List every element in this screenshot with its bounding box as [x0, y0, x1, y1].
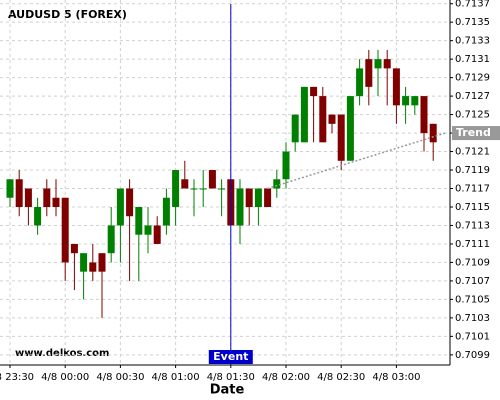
- candle-body: [383, 59, 391, 69]
- candle-body: [6, 179, 14, 198]
- y-tick-label: 0.7129: [455, 73, 490, 84]
- x-tick-label: 4/8 00:30: [96, 372, 144, 383]
- y-tick-label: 0.7135: [455, 17, 490, 28]
- x-tick-label: 4/8 02:00: [262, 372, 310, 383]
- candle-body: [190, 188, 198, 190]
- candle-body: [429, 123, 437, 143]
- candle-body: [300, 86, 308, 143]
- y-tick-label: 0.7111: [455, 239, 490, 250]
- candle-body: [356, 68, 364, 97]
- y-tick-label: 0.7103: [455, 313, 490, 324]
- candle-body: [80, 253, 88, 272]
- x-tick-label: 4/8 00:00: [41, 372, 89, 383]
- candle-body: [70, 243, 78, 254]
- candle-body: [199, 188, 207, 190]
- event-label: Event: [213, 350, 248, 363]
- y-tick-label: 0.7115: [455, 202, 490, 213]
- candle-body: [365, 59, 373, 87]
- y-tick-label: 0.7121: [455, 147, 490, 158]
- candle-body: [392, 68, 400, 106]
- y-tick-label: 0.7131: [455, 54, 490, 65]
- candle-body: [310, 86, 318, 97]
- candle-body: [245, 188, 253, 207]
- candle-body: [98, 253, 106, 272]
- watermark: www.delkos.com: [15, 348, 109, 359]
- y-tick-label: 0.7125: [455, 110, 490, 121]
- trend-label-box: [452, 126, 500, 141]
- candle-body: [254, 188, 262, 207]
- x-tick-label: 4/8 02:30: [317, 372, 365, 383]
- y-tick-label: 0.7119: [455, 165, 490, 176]
- candle-body: [264, 188, 272, 207]
- candle-body: [282, 151, 290, 180]
- candle-body: [162, 197, 170, 226]
- candle-body: [374, 59, 382, 69]
- trend-line: [267, 132, 446, 190]
- x-axis-title: Date: [210, 383, 245, 398]
- candle-body: [172, 170, 180, 207]
- candle-body: [346, 96, 354, 161]
- candle-body: [236, 188, 244, 226]
- candle-body: [208, 170, 216, 189]
- candle-body: [420, 96, 428, 134]
- candle-body: [61, 197, 69, 263]
- y-tick-label: 0.7117: [455, 184, 490, 195]
- candle-body: [15, 179, 23, 207]
- x-tick-label: 4/8 01:00: [152, 372, 200, 383]
- y-tick-label: 0.7101: [455, 331, 490, 342]
- candle-body: [89, 262, 97, 272]
- y-tick-label: 0.7109: [455, 257, 490, 268]
- candle-body: [43, 188, 51, 207]
- candle-body: [273, 179, 281, 189]
- y-tick-label: 0.7107: [455, 276, 490, 287]
- y-tick-label: 0.7113: [455, 220, 490, 231]
- y-tick-label: 0.7099: [455, 350, 490, 361]
- y-tick-label: 0.7127: [455, 91, 490, 102]
- candle-body: [411, 96, 419, 106]
- candle-body: [153, 225, 161, 244]
- candle-body: [319, 96, 327, 143]
- candle-body: [107, 225, 115, 254]
- candle-body: [52, 197, 60, 207]
- candle-body: [24, 188, 32, 207]
- x-tick-label: 4/8 23:30: [0, 372, 34, 383]
- y-tick-label: 0.7133: [455, 36, 490, 47]
- chart-title: AUDUSD 5 (FOREX): [8, 8, 127, 21]
- candle-body: [337, 114, 345, 161]
- candle-body: [291, 114, 299, 143]
- y-tick-label: 0.7137: [455, 0, 490, 10]
- x-tick-label: 4/8 01:30: [207, 372, 255, 383]
- trend-label: Trend: [456, 126, 491, 139]
- candle-body: [328, 114, 336, 124]
- candle-body: [144, 225, 152, 235]
- candle-body: [116, 188, 124, 226]
- y-tick-label: 0.7105: [455, 294, 490, 305]
- candle-body: [402, 96, 410, 106]
- event-label-box: [208, 350, 253, 364]
- candle-body: [135, 206, 143, 235]
- x-tick-label: 4/8 03:00: [372, 372, 420, 383]
- candle-body: [218, 188, 226, 190]
- candle-body: [126, 188, 134, 217]
- candle-body: [34, 206, 42, 226]
- candle-body: [181, 179, 189, 189]
